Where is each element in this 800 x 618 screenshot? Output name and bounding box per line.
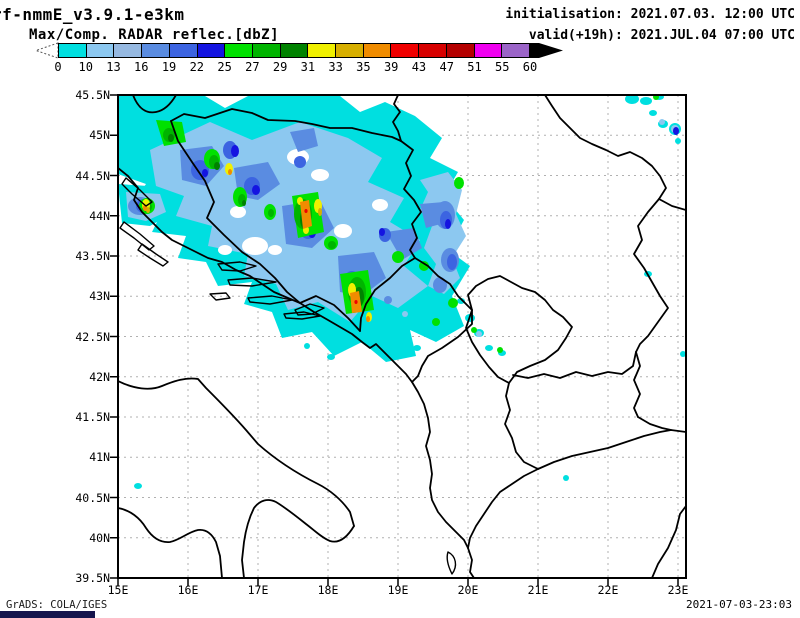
colorbar-tick-label: 19 [161,60,177,74]
italy-taranto-gulf-coast [241,499,355,578]
romania-bulgaria-danube [658,198,686,211]
axis-ticks [110,94,679,586]
island-pag [121,177,153,207]
colorbar-segment [419,44,447,57]
model-title: rf-nmmE_v3.9.1-e3km [0,5,185,24]
colorbar-tick-label: 27 [245,60,260,74]
colorbar-labels: 0 10 13 16 19 22 25 27 29 31 33 35 39 43 47 51 55 60 [54,60,537,74]
colorbar-segment [308,44,337,57]
colorbar-tick-label: 31 [300,60,316,74]
colorbar-segment [446,44,475,57]
kosovo-border [465,275,573,384]
colorbar-segment [391,44,420,57]
initialisation-label: initialisation: 2021.07.03. 12:00 UTC [505,7,795,22]
dalmatia-montenegro-coastline [299,302,413,383]
colorbar-segment [142,44,170,57]
macedonia-north-border [512,351,637,379]
croatia-coastline [118,167,301,304]
colorbar-tick-label: 39 [383,60,399,74]
slovenia-croatia-border [132,95,177,114]
colorbar-segment [169,44,198,57]
colorbar-tick-label: 47 [439,60,454,74]
island-brac [217,261,257,272]
montenegro-serbia-border [414,257,473,311]
colorbar-tick-label: 33 [328,60,343,74]
bulgaria-greece-junction [637,416,672,431]
italy-tyrrhenian-coast [118,507,223,578]
grads-credit: GrADS: COLA/IGES [6,599,108,611]
drina-border [400,140,422,259]
island-corfu [446,551,457,575]
italy-adriatic-coast [118,377,355,527]
bosnia-border-west [170,120,301,304]
macedonia-greece-border [537,429,686,470]
colorbar-tick-label: 25 [217,60,232,74]
radar-field [118,95,686,489]
field-title: Max/Comp. RADAR reflec.[dbZ] [29,27,280,43]
montenegro-albania-border [411,309,473,383]
albania-coastline [411,381,469,549]
island-vis [209,292,231,301]
colorbar-tick-label: 13 [106,60,121,74]
island-dugi-otok [119,221,155,251]
greece-aegean-coast [651,505,686,578]
colorbar-overflow-arrow-icon [530,43,563,58]
island-mljet [283,311,321,320]
croatia-bosnia-north-border [170,108,402,142]
colorbar-tick-label: 55 [495,60,510,74]
serbia-bulgaria-border [633,198,669,353]
colorbar-segment [86,44,115,57]
albania-macedonia-border [504,382,539,470]
macedonia-bulgaria-border [633,351,641,418]
colorbar-tick-label: 43 [411,60,427,74]
colorbar-segment [252,44,281,57]
colorbar-segment [280,44,309,57]
colorbar-segment [197,44,226,57]
colorbar-segment [114,44,143,57]
colorbar-tick-label: 60 [522,60,538,74]
colorbar-segment [502,44,529,57]
colorbar-segment [225,44,253,57]
island-kornati [137,243,169,267]
bosnia-coast-strip [299,295,361,332]
island-hvar [227,277,277,287]
colorbar-segments [58,43,530,58]
coastlines-borders [118,95,686,578]
peljesac-peninsula [294,303,325,316]
colorbar-segment [474,44,503,57]
serbia-romania-border [544,95,667,200]
colorbar-tick-label: 10 [78,60,93,74]
colorbar-tick-label: 16 [134,60,149,74]
colorbar-segment [336,44,364,57]
greece-ionian-coast [467,547,475,578]
colorbar-tick-label: 0 [54,60,62,74]
colorbar-segment [363,44,392,57]
albania-greece-border [467,468,539,549]
colorbar-tick-label: 29 [272,60,288,74]
colorbar-tick-label: 35 [356,60,371,74]
colorbar-segment [59,44,87,57]
valid-label: valid(+19h): 2021.JUL.04 07:00 UTC [528,28,795,43]
creation-timestamp: 2021-07-03-23:03 [686,598,792,611]
colorbar-tick-label: 22 [189,60,205,74]
croatia-serbia-border [392,95,402,142]
island-korcula [247,295,293,305]
bosnia-montenegro-border [359,257,416,332]
colorbar-tick-label: 51 [467,60,482,74]
taskbar-artifact [0,611,95,618]
